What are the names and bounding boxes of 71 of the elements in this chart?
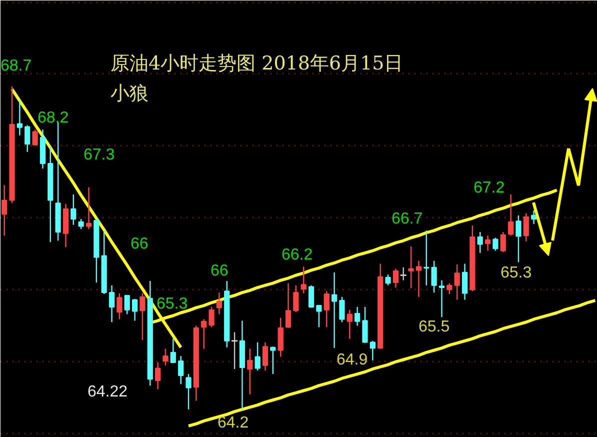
- annotation: 68.7: [0, 58, 32, 74]
- candlestick: [339, 296, 345, 323]
- text: 原油4小时走势图 2018年6月15日: [110, 52, 404, 74]
- candlestick: [446, 282, 452, 295]
- candlestick: [308, 284, 314, 308]
- candlestick: [385, 274, 391, 286]
- candlestick: [70, 194, 76, 226]
- candlestick: [462, 263, 468, 300]
- candlestick: [531, 210, 537, 225]
- annotation: 66: [210, 262, 228, 280]
- candlestick: [523, 212, 529, 242]
- candlestick: [170, 338, 176, 364]
- annotation: 67.2: [474, 180, 505, 196]
- candlestick: [346, 309, 352, 340]
- annotation: 65.3: [500, 264, 532, 282]
- candlestick: [124, 294, 130, 315]
- candlestick: [178, 355, 184, 385]
- candlestick: [270, 346, 276, 375]
- candlestick: [408, 246, 414, 289]
- candlestick: [155, 362, 161, 390]
- candlestick: [162, 348, 168, 366]
- candlestick: [140, 292, 146, 341]
- candlestick: [186, 373, 192, 410]
- candlestick: [416, 260, 422, 298]
- candlestick: [324, 290, 330, 328]
- candlestick: [2, 184, 8, 236]
- candlestick: [86, 186, 92, 230]
- candlestick: [454, 264, 460, 300]
- candlestick: [370, 340, 376, 361]
- candlestick: [208, 306, 214, 328]
- candlestick: [431, 260, 437, 294]
- candlestick: [132, 298, 138, 322]
- annotation: 66: [130, 236, 148, 252]
- candlestick: [300, 266, 306, 294]
- candlestick: [331, 272, 338, 349]
- annotation: 65.3: [156, 296, 188, 312]
- candlestick: [492, 237, 498, 252]
- candlestick: [508, 194, 514, 236]
- candlestick: [438, 280, 445, 318]
- candlestick: [477, 231, 483, 254]
- candlestick: [484, 234, 491, 252]
- candlestick: [500, 231, 506, 253]
- annotation: 68.2: [38, 110, 69, 126]
- candlestick: [108, 284, 115, 323]
- candlestick: [116, 292, 122, 320]
- candlestick: [424, 230, 430, 286]
- annotation: 67.3: [84, 146, 115, 164]
- candlestick: [24, 124, 30, 153]
- annotation: 64.22: [88, 384, 128, 400]
- annotation: 66.7: [392, 210, 423, 228]
- candlestick: [201, 318, 207, 350]
- candlestick: [354, 306, 360, 326]
- annotation: 64.2: [218, 414, 249, 432]
- candlestick: [278, 317, 284, 358]
- candlestick: [392, 268, 398, 288]
- candlestick: [316, 304, 322, 328]
- candlestick: [285, 282, 292, 328]
- candlestick: [362, 306, 368, 344]
- annotation: 66.2: [282, 246, 313, 264]
- candlestick: [293, 284, 299, 313]
- annotation: 65.5: [418, 318, 450, 336]
- candlestick: [262, 342, 268, 372]
- candlestick: [78, 218, 84, 230]
- candlestick: [247, 348, 253, 395]
- candlestick: [254, 342, 260, 372]
- candlestick: [32, 128, 38, 146]
- text: 小狼: [110, 82, 148, 104]
- candlestick: [516, 214, 522, 263]
- annotation: 64.9: [336, 352, 368, 368]
- candlestick: [216, 292, 222, 315]
- candlestick: [16, 99, 22, 136]
